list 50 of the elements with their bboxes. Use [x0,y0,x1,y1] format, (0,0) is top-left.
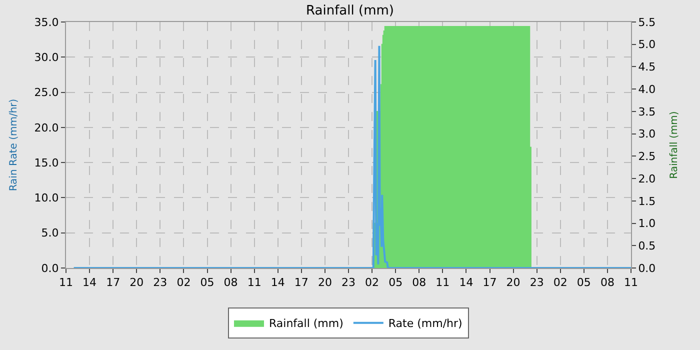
y-tick-label: 0.0 [41,262,59,275]
y-tick-label: 25.0 [34,86,59,100]
x-tick-label: 23 [153,276,168,290]
x-tick-label: 23 [342,276,356,290]
x-tick-label: 02 [176,276,191,290]
x-tick-label: 14 [459,276,474,290]
x-tick-label: 11 [247,276,262,290]
x-tick-label: 14 [82,276,97,290]
x-tick-label: 11 [436,276,450,290]
x-tick-label: 17 [106,276,120,290]
x-tick-label: 23 [530,276,544,290]
y2-tick-label: 1.5 [638,194,656,208]
y-tick-label: 5.0 [41,226,59,240]
y-tick-label: 10.0 [34,192,59,205]
y2-tick-label: 5.0 [638,38,656,52]
y2-tick-label: 3.5 [638,105,656,118]
x-tick-label: 05 [200,276,214,290]
x-tick-label: 20 [318,276,332,290]
y2-tick-label: 0.0 [638,262,656,275]
x-tick-label: 05 [576,276,591,290]
y2-tick-label: 2.0 [638,172,656,186]
y2-tick-label: 4.0 [638,82,656,96]
x-tick-label: 02 [365,276,380,290]
x-tick-label: 11 [59,276,73,290]
y2-tick-label: 0.5 [638,239,656,252]
x-tick-label: 20 [130,276,144,290]
y-tick-label: 20.0 [34,121,59,134]
x-tick-label: 02 [553,276,568,290]
legend-label: Rate (mm/hr) [388,317,462,330]
y-axis-title: Rain Rate (mm/hr) [8,98,20,192]
x-tick-label: 08 [600,276,614,290]
x-tick-label: 17 [482,276,497,290]
y2-tick-label: 2.5 [638,150,656,164]
y2-tick-label: 1.0 [638,217,656,230]
x-tick-label: 05 [388,276,403,290]
chart-title: Rainfall (mm) [306,3,394,18]
x-tick-label: 08 [224,276,238,290]
y2-axis-title: Rainfall (mm) [669,111,680,179]
x-tick-label: 17 [294,276,308,290]
y-tick-label: 15.0 [34,156,59,170]
y-tick-label: 35.0 [34,16,59,29]
y2-tick-label: 5.5 [638,16,656,29]
x-tick-label: 11 [624,276,638,290]
x-tick-label: 14 [270,276,285,290]
x-tick-label: 20 [506,276,520,290]
legend-label: Rainfall (mm) [269,317,344,330]
y-tick-label: 30.0 [34,50,59,64]
x-tick-label: 08 [412,276,426,290]
y2-tick-label: 3.0 [638,128,656,141]
y2-tick-label: 4.5 [638,60,656,74]
